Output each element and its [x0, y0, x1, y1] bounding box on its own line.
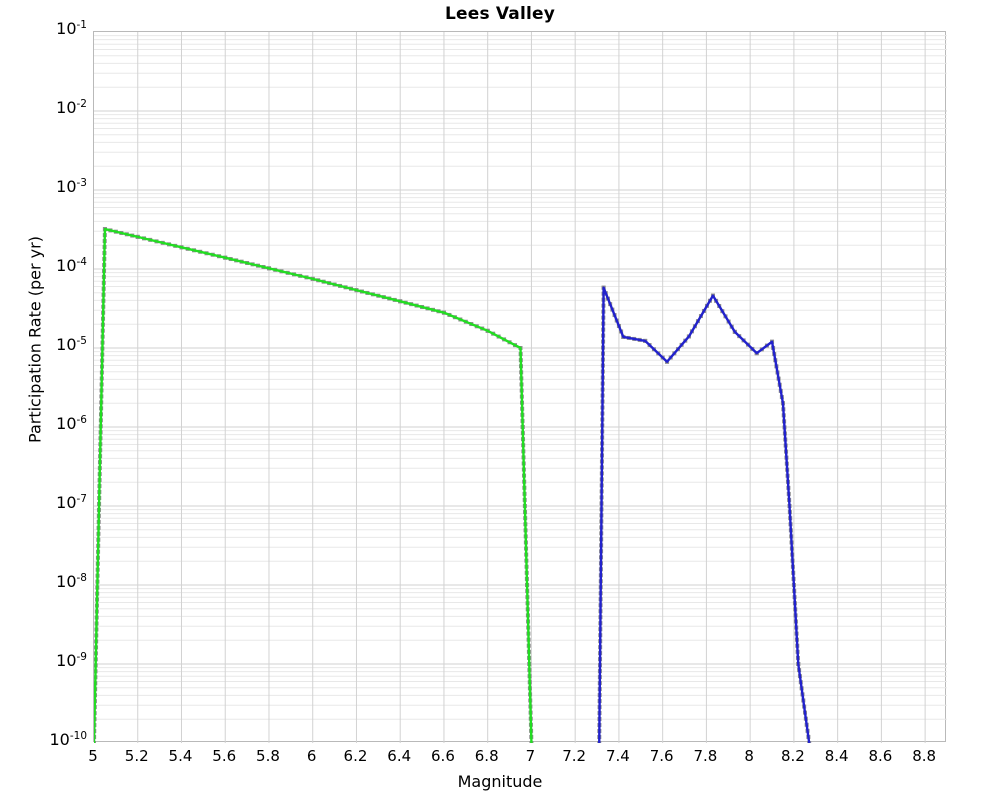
grid-minor-lines — [94, 35, 947, 720]
y-tick-label: 10-2 — [56, 98, 87, 117]
series-markers — [94, 227, 534, 743]
data-series-layer — [94, 227, 812, 743]
x-tick-label: 8.8 — [912, 747, 937, 765]
x-tick-label: 5.4 — [168, 747, 193, 765]
x-axis-label: Magnitude — [457, 772, 543, 791]
x-tick-label: 5.8 — [256, 747, 280, 765]
x-tick-label: 7 — [525, 747, 536, 765]
chart-title: Lees Valley — [444, 4, 556, 24]
x-tick-label: 5 — [88, 747, 98, 765]
y-tick-label: 10-9 — [56, 651, 87, 670]
plot-svg — [94, 32, 947, 743]
x-tick-label: 8.6 — [868, 747, 893, 765]
x-tick-label: 8.2 — [780, 747, 805, 765]
x-tick-label: 7.6 — [649, 747, 674, 765]
y-tick-label: 10-8 — [56, 572, 87, 591]
x-tick-label: 6.8 — [474, 747, 499, 765]
grid-major-lines — [94, 32, 947, 743]
y-axis-label: Participation Rate (per yr) — [25, 236, 45, 443]
x-tick-label: 5.6 — [212, 747, 237, 765]
plot-area — [93, 31, 947, 743]
x-tick-label: 5.2 — [124, 747, 149, 765]
x-tick-label: 6.6 — [431, 747, 455, 765]
x-tick-label: 7.4 — [605, 747, 630, 765]
x-tick-label: 8.4 — [824, 747, 849, 765]
x-tick-label: 7.2 — [562, 747, 587, 765]
x-tick-label: 6 — [306, 747, 317, 765]
y-tick-label: 10-10 — [49, 730, 87, 749]
series-line — [94, 227, 533, 743]
series-markers — [597, 285, 812, 743]
x-tick-label: 6.2 — [343, 747, 368, 765]
x-tick-label: 8 — [744, 747, 754, 765]
x-tick-label: 6.4 — [387, 747, 412, 765]
x-tick-label: 7.8 — [693, 747, 718, 765]
series-line — [598, 286, 811, 743]
